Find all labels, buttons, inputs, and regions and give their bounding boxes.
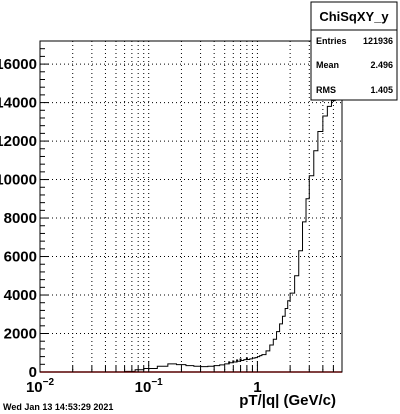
stats-rms-value: 1.405 <box>370 85 393 95</box>
data-marker <box>232 360 235 363</box>
x-tick-label: 10−1 <box>135 377 164 396</box>
stats-mean-value: 2.496 <box>370 60 393 70</box>
x-tick-label: 10−2 <box>26 377 55 396</box>
y-tick-label: 0 <box>29 364 37 381</box>
footer-timestamp: Wed Jan 13 14:53:29 2021 <box>3 402 113 412</box>
y-tick-label: 14000 <box>0 95 37 112</box>
stats-entries-label: Entries <box>316 36 347 46</box>
data-marker <box>245 357 248 360</box>
axis-ticks <box>39 48 343 373</box>
data-marker <box>239 358 242 361</box>
plot-frame <box>39 40 343 373</box>
x-tick-label: 1 <box>253 379 261 396</box>
histogram-line <box>124 44 339 372</box>
y-tick-label: 4000 <box>4 287 37 304</box>
stats-rms-label: RMS <box>316 85 336 95</box>
histogram-series <box>124 44 339 372</box>
y-tick-label: 16000 <box>0 56 37 73</box>
stats-box: ChiSqXY_y Entries 121936 Mean 2.496 RMS … <box>310 1 398 101</box>
stats-mean-label: Mean <box>316 60 339 70</box>
grid-lines <box>39 41 343 372</box>
y-tick-label: 6000 <box>4 249 37 266</box>
x-axis-title: pT/|q| (GeV/c) <box>239 392 336 409</box>
y-tick-label: 10000 <box>0 172 37 189</box>
y-tick-label: 8000 <box>4 210 37 227</box>
data-marker <box>236 359 239 362</box>
tick-labels: 0 2000 4000 6000 8000 10000 12000 14000 16000 10−… <box>0 56 262 396</box>
stats-entries-value: 121936 <box>363 36 393 46</box>
axes-frame <box>39 40 343 373</box>
data-marker <box>228 361 231 364</box>
y-tick-label: 2000 <box>4 326 37 343</box>
stats-title: ChiSqXY_y <box>319 9 389 24</box>
y-tick-label: 12000 <box>0 133 37 150</box>
